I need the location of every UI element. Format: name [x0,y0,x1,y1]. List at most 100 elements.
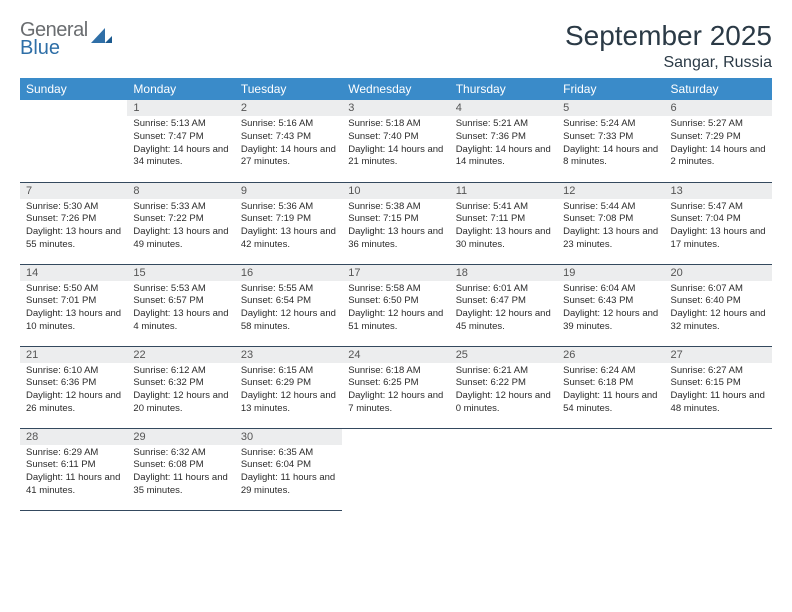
sunset-line: Sunset: 7:11 PM [456,213,551,226]
daylight-line: Daylight: 13 hours and 49 minutes. [133,226,228,252]
daylight-line: Daylight: 14 hours and 2 minutes. [671,144,766,170]
calendar-day-cell: 30Sunrise: 6:35 AMSunset: 6:04 PMDayligh… [235,428,342,510]
daylight-line: Daylight: 12 hours and 0 minutes. [456,390,551,416]
day-number: 6 [665,100,772,116]
day-number: 13 [665,183,772,199]
calendar-day-cell: 25Sunrise: 6:21 AMSunset: 6:22 PMDayligh… [450,346,557,428]
calendar-day-cell: 12Sunrise: 5:44 AMSunset: 7:08 PMDayligh… [557,182,664,264]
daylight-line: Daylight: 12 hours and 13 minutes. [241,390,336,416]
sunset-line: Sunset: 7:08 PM [563,213,658,226]
sunset-line: Sunset: 7:01 PM [26,295,121,308]
calendar-day-cell: 13Sunrise: 5:47 AMSunset: 7:04 PMDayligh… [665,182,772,264]
sunset-line: Sunset: 6:47 PM [456,295,551,308]
calendar-day-cell: 19Sunrise: 6:04 AMSunset: 6:43 PMDayligh… [557,264,664,346]
sunrise-line: Sunrise: 5:38 AM [348,201,443,214]
sunset-line: Sunset: 6:15 PM [671,377,766,390]
calendar-day-cell [20,100,127,182]
day-number: 9 [235,183,342,199]
day-details: Sunrise: 6:24 AMSunset: 6:18 PMDaylight:… [557,363,664,420]
calendar-day-cell: 14Sunrise: 5:50 AMSunset: 7:01 PMDayligh… [20,264,127,346]
day-details: Sunrise: 5:55 AMSunset: 6:54 PMDaylight:… [235,281,342,338]
day-number: 2 [235,100,342,116]
weekday-header: Friday [557,78,664,100]
day-number: 4 [450,100,557,116]
calendar-day-cell: 29Sunrise: 6:32 AMSunset: 6:08 PMDayligh… [127,428,234,510]
calendar-day-cell: 11Sunrise: 5:41 AMSunset: 7:11 PMDayligh… [450,182,557,264]
day-details: Sunrise: 5:58 AMSunset: 6:50 PMDaylight:… [342,281,449,338]
calendar-day-cell [450,428,557,510]
day-number: 16 [235,265,342,281]
daylight-line: Daylight: 12 hours and 26 minutes. [26,390,121,416]
daylight-line: Daylight: 12 hours and 7 minutes. [348,390,443,416]
daylight-line: Daylight: 13 hours and 55 minutes. [26,226,121,252]
sunset-line: Sunset: 6:29 PM [241,377,336,390]
sunrise-line: Sunrise: 5:27 AM [671,118,766,131]
sunrise-line: Sunrise: 5:21 AM [456,118,551,131]
day-number: 27 [665,347,772,363]
sunrise-line: Sunrise: 5:44 AM [563,201,658,214]
sunrise-line: Sunrise: 5:30 AM [26,201,121,214]
calendar-day-cell: 28Sunrise: 6:29 AMSunset: 6:11 PMDayligh… [20,428,127,510]
day-details: Sunrise: 6:01 AMSunset: 6:47 PMDaylight:… [450,281,557,338]
day-number: 10 [342,183,449,199]
sunrise-line: Sunrise: 5:55 AM [241,283,336,296]
calendar-day-cell: 4Sunrise: 5:21 AMSunset: 7:36 PMDaylight… [450,100,557,182]
sunrise-line: Sunrise: 6:21 AM [456,365,551,378]
day-number: 29 [127,429,234,445]
daylight-line: Daylight: 11 hours and 48 minutes. [671,390,766,416]
sunrise-line: Sunrise: 6:01 AM [456,283,551,296]
day-details: Sunrise: 6:18 AMSunset: 6:25 PMDaylight:… [342,363,449,420]
sunset-line: Sunset: 6:32 PM [133,377,228,390]
sunset-line: Sunset: 7:22 PM [133,213,228,226]
brand-name-bottom: Blue [20,38,88,58]
day-number: 21 [20,347,127,363]
day-details: Sunrise: 5:33 AMSunset: 7:22 PMDaylight:… [127,199,234,256]
day-number: 23 [235,347,342,363]
sunset-line: Sunset: 6:57 PM [133,295,228,308]
daylight-line: Daylight: 13 hours and 30 minutes. [456,226,551,252]
sunset-line: Sunset: 6:25 PM [348,377,443,390]
sunrise-line: Sunrise: 5:41 AM [456,201,551,214]
daylight-line: Daylight: 12 hours and 45 minutes. [456,308,551,334]
daylight-line: Daylight: 14 hours and 34 minutes. [133,144,228,170]
sunset-line: Sunset: 6:22 PM [456,377,551,390]
day-number: 19 [557,265,664,281]
sunrise-line: Sunrise: 5:13 AM [133,118,228,131]
sunset-line: Sunset: 7:43 PM [241,131,336,144]
day-details: Sunrise: 5:38 AMSunset: 7:15 PMDaylight:… [342,199,449,256]
day-details: Sunrise: 6:21 AMSunset: 6:22 PMDaylight:… [450,363,557,420]
sunrise-line: Sunrise: 5:36 AM [241,201,336,214]
day-number: 17 [342,265,449,281]
sunset-line: Sunset: 7:29 PM [671,131,766,144]
sunset-line: Sunset: 7:36 PM [456,131,551,144]
sunrise-line: Sunrise: 5:50 AM [26,283,121,296]
daylight-line: Daylight: 12 hours and 39 minutes. [563,308,658,334]
sunset-line: Sunset: 6:18 PM [563,377,658,390]
day-details: Sunrise: 5:44 AMSunset: 7:08 PMDaylight:… [557,199,664,256]
day-number: 30 [235,429,342,445]
weekday-header: Sunday [20,78,127,100]
day-number: 5 [557,100,664,116]
sunset-line: Sunset: 6:11 PM [26,459,121,472]
day-details: Sunrise: 5:21 AMSunset: 7:36 PMDaylight:… [450,116,557,173]
sunset-line: Sunset: 7:04 PM [671,213,766,226]
day-details: Sunrise: 5:53 AMSunset: 6:57 PMDaylight:… [127,281,234,338]
daylight-line: Daylight: 14 hours and 8 minutes. [563,144,658,170]
daylight-line: Daylight: 13 hours and 17 minutes. [671,226,766,252]
calendar-day-cell: 18Sunrise: 6:01 AMSunset: 6:47 PMDayligh… [450,264,557,346]
calendar-day-cell: 8Sunrise: 5:33 AMSunset: 7:22 PMDaylight… [127,182,234,264]
sunset-line: Sunset: 6:40 PM [671,295,766,308]
day-details: Sunrise: 6:07 AMSunset: 6:40 PMDaylight:… [665,281,772,338]
sunrise-line: Sunrise: 6:04 AM [563,283,658,296]
daylight-line: Daylight: 11 hours and 35 minutes. [133,472,228,498]
day-details: Sunrise: 5:18 AMSunset: 7:40 PMDaylight:… [342,116,449,173]
day-number: 12 [557,183,664,199]
weekday-header: Wednesday [342,78,449,100]
daylight-line: Daylight: 11 hours and 29 minutes. [241,472,336,498]
daylight-line: Daylight: 13 hours and 10 minutes. [26,308,121,334]
calendar-week-row: 1Sunrise: 5:13 AMSunset: 7:47 PMDaylight… [20,100,772,182]
daylight-line: Daylight: 14 hours and 21 minutes. [348,144,443,170]
day-details: Sunrise: 6:04 AMSunset: 6:43 PMDaylight:… [557,281,664,338]
sunset-line: Sunset: 6:08 PM [133,459,228,472]
calendar-week-row: 28Sunrise: 6:29 AMSunset: 6:11 PMDayligh… [20,428,772,510]
